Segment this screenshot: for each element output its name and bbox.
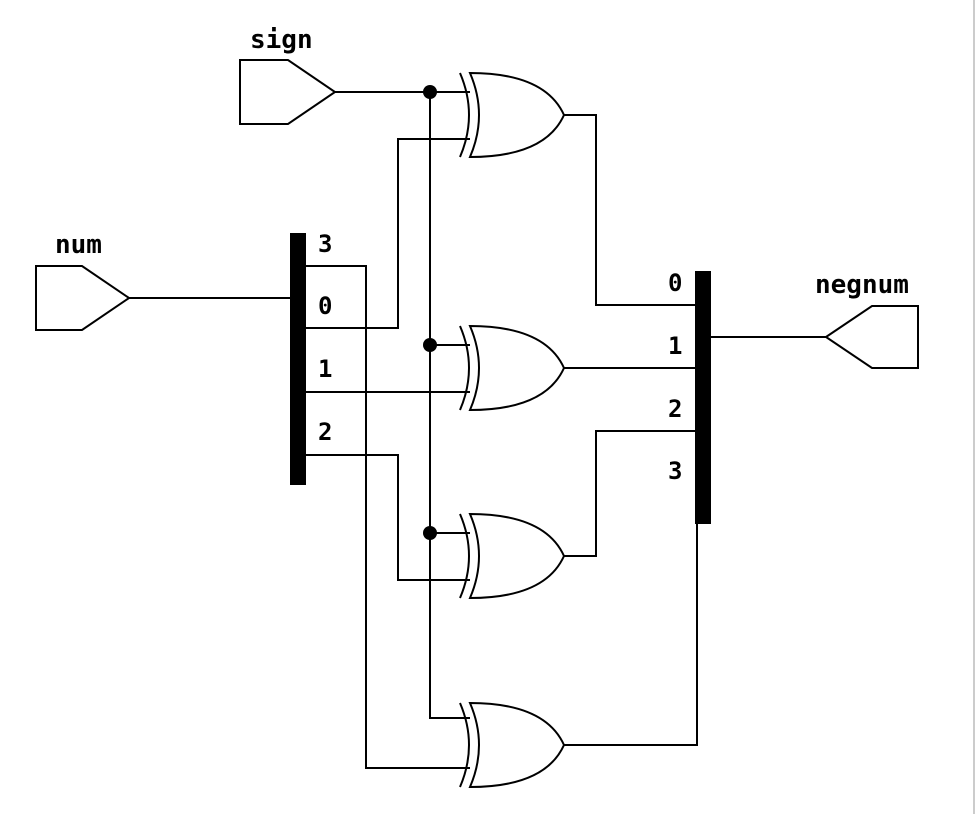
num-input-port bbox=[35, 265, 131, 331]
xor-gate-2 bbox=[459, 512, 566, 600]
join-pin-label: 2 bbox=[668, 395, 682, 423]
split-pin-label: 1 bbox=[318, 355, 332, 383]
negnum-label: negnum bbox=[815, 270, 909, 300]
junction-dot bbox=[423, 526, 437, 540]
joiner-bar bbox=[695, 271, 711, 524]
wire-bit2 bbox=[306, 454, 470, 581]
num-label: num bbox=[55, 230, 102, 260]
junction-dot bbox=[423, 338, 437, 352]
join-pin-label: 1 bbox=[668, 332, 682, 360]
wire-bit3 bbox=[306, 265, 470, 769]
junctions bbox=[423, 85, 437, 540]
junction-dot bbox=[423, 85, 437, 99]
split-pin-label: 3 bbox=[318, 230, 332, 258]
canvas-edge bbox=[973, 0, 975, 814]
wires bbox=[129, 91, 826, 769]
split-pin-label: 0 bbox=[318, 292, 332, 320]
xor-gate-3 bbox=[459, 701, 566, 789]
wire-sign-bus bbox=[429, 92, 470, 719]
xor-gate-1 bbox=[459, 324, 566, 412]
wire-out3 bbox=[564, 520, 698, 746]
wire-out0 bbox=[564, 114, 697, 306]
join-pin-label: 0 bbox=[668, 269, 682, 297]
sign-input-port bbox=[239, 59, 337, 125]
splitter-bar bbox=[290, 233, 306, 485]
xor-gate-0 bbox=[459, 71, 566, 159]
negnum-output-port bbox=[824, 305, 919, 369]
split-pin-label: 2 bbox=[318, 418, 332, 446]
wire-out2 bbox=[564, 430, 697, 557]
join-pin-label: 3 bbox=[668, 457, 682, 485]
wire-bit0 bbox=[306, 138, 470, 329]
sign-label: sign bbox=[250, 25, 313, 55]
